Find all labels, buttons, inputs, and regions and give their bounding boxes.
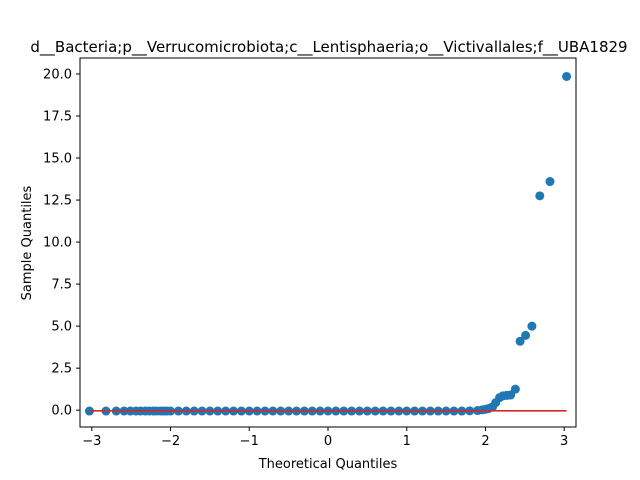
chart-title: d__Bacteria;p__Verrucomicrobiota;c__Lent…: [30, 38, 627, 57]
x-tick-label: 0: [324, 434, 332, 449]
x-tick-label: −1: [240, 434, 259, 449]
y-axis-label: Sample Quantiles: [20, 185, 35, 300]
data-point: [562, 71, 572, 81]
x-tick-label: −3: [82, 434, 101, 449]
x-tick-label: −2: [161, 434, 180, 449]
y-tick-label: 15.0: [43, 152, 72, 167]
y-tick-label: 20.0: [43, 67, 72, 82]
y-tick-label: 12.5: [43, 194, 72, 209]
x-tick-label: 1: [403, 434, 411, 449]
y-tick-label: 5.0: [51, 320, 72, 335]
data-point: [527, 321, 537, 331]
x-tick-label: 2: [481, 434, 489, 449]
y-tick-label: 2.5: [51, 362, 72, 377]
data-point: [510, 384, 520, 394]
x-tick-label: 3: [560, 434, 568, 449]
y-tick-label: 17.5: [43, 109, 72, 124]
y-tick-label: 0.0: [51, 404, 72, 419]
data-point: [535, 191, 545, 201]
y-tick-label: 7.5: [51, 278, 72, 293]
data-point: [545, 177, 555, 187]
data-point: [515, 336, 525, 346]
x-axis-label: Theoretical Quantiles: [258, 457, 398, 472]
plot-area: −3 −2 −1 0 1 2 3 0.0 2.5 5.0 7.5 10.0 12.5 15.0 17.5 20…: [43, 57, 577, 449]
y-tick-label: 10.0: [43, 236, 72, 251]
data-point: [521, 330, 531, 340]
